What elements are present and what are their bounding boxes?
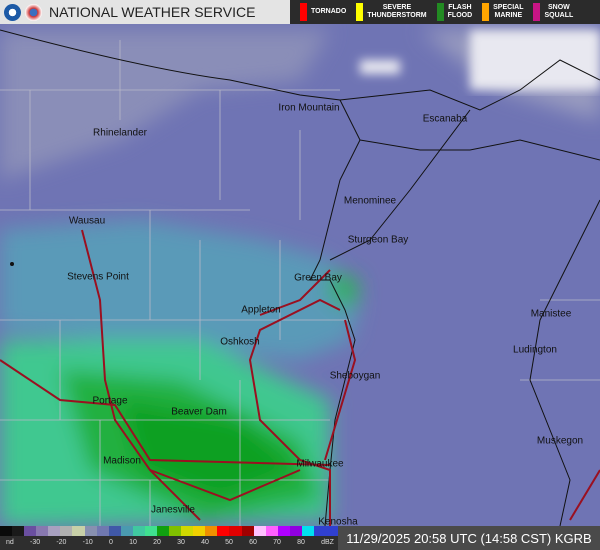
color-scale-tick: nd (6, 539, 14, 546)
warning-item: TORNADO (300, 3, 346, 21)
color-scale-bar (0, 526, 339, 536)
color-scale-swatch (314, 526, 327, 536)
color-scale-swatch (229, 526, 242, 536)
city-label: Stevens Point (67, 271, 129, 283)
color-scale-tick: 60 (249, 539, 257, 546)
city-label: Manistee (530, 308, 572, 320)
city-label: Ludington (513, 344, 557, 356)
reflectivity-legend: nd -30 -20 -10 0 10 20 30 40 50 60 70 80 dBZ (0, 526, 339, 550)
color-scale-swatch (205, 526, 218, 536)
color-scale-swatch (144, 526, 158, 536)
warning-legend: TORNADO SEVERE THUNDERSTORM FLASH FLOOD SPE… (290, 0, 600, 24)
warning-swatch (356, 3, 364, 21)
color-scale-swatch (217, 526, 230, 536)
warning-item: SPECIAL MARINE (482, 3, 523, 21)
color-scale-swatch (157, 526, 170, 536)
color-scale-tick: 40 (201, 539, 209, 546)
warning-label: SNOW SQUALL (544, 4, 574, 19)
warning-item: SEVERE THUNDERSTORM (356, 3, 427, 21)
nws-logo (25, 3, 42, 21)
city-label: Kenosha (318, 516, 358, 528)
color-scale-swatch (60, 526, 73, 536)
city-label: Sheboygan (329, 370, 381, 382)
color-scale-swatch (72, 526, 85, 536)
color-scale-swatch (12, 526, 25, 536)
warning-label: SPECIAL MARINE (493, 4, 524, 19)
color-scale-swatch (253, 526, 266, 536)
color-scale-tick: 10 (129, 539, 137, 546)
warning-swatch (436, 3, 444, 21)
light-echoes (360, 30, 600, 90)
color-scale-swatch (193, 526, 206, 536)
site-title: NATIONAL WEATHER SERVICE (49, 4, 256, 20)
radar-site-marker (10, 262, 14, 266)
color-scale-tick: 80 (297, 539, 305, 546)
radar-map[interactable] (0, 24, 600, 526)
color-scale-tick: 30 (177, 539, 185, 546)
city-label: Iron Mountain (278, 102, 340, 114)
brand: NATIONAL WEATHER SERVICE (0, 0, 290, 24)
color-scale-swatch (241, 526, 254, 536)
color-scale-tick: -20 (56, 539, 67, 546)
city-label: Menominee (343, 195, 397, 207)
color-scale-tick: -10 (82, 539, 93, 546)
color-scale-tick: 20 (153, 539, 161, 546)
color-scale-swatch (326, 526, 339, 536)
city-label: Rhinelander (93, 127, 147, 139)
color-scale-tick: 0 (108, 539, 113, 546)
color-scale-swatch (108, 526, 121, 536)
color-scale-swatch (181, 526, 194, 536)
color-scale-swatch (301, 526, 315, 536)
warning-item: SNOW SQUALL (533, 3, 573, 21)
color-scale-ticks: nd -30 -20 -10 0 10 20 30 40 50 60 70 80 dBZ (0, 536, 338, 546)
city-label: Portage (92, 395, 128, 407)
city-label: Appleton (241, 304, 281, 316)
city-label: Green Bay (294, 272, 342, 284)
color-scale-tick: dBZ (321, 539, 334, 546)
color-scale-swatch (0, 526, 13, 536)
color-scale-swatch (96, 526, 109, 536)
warning-item: FLASH FLOOD (436, 3, 473, 21)
color-scale-swatch (84, 526, 97, 536)
city-label: Escanaba (422, 113, 468, 125)
city-label: Milwaukee (296, 458, 344, 470)
color-scale-swatch (289, 526, 302, 536)
city-label: Madison (103, 455, 141, 467)
timestamp: 11/29/2025 20:58 UTC (14:58 CST) KGRB (338, 526, 600, 550)
city-label: Oshkosh (220, 336, 260, 348)
city-label: Wausau (68, 215, 106, 227)
color-scale-swatch (120, 526, 133, 536)
warning-label: FLASH FLOOD (447, 4, 473, 19)
color-scale-swatch (36, 526, 49, 536)
state-lines-and-shoreline (0, 29, 600, 526)
noaa-logo (4, 3, 21, 21)
color-scale-swatch (265, 526, 278, 536)
color-scale-swatch (132, 526, 145, 536)
city-label: Janesville (151, 504, 195, 516)
color-scale-swatch (48, 526, 61, 536)
warning-swatch (482, 3, 490, 21)
color-scale-tick: 50 (225, 539, 233, 546)
warning-label: TORNADO (311, 8, 347, 15)
county-lines (0, 40, 600, 526)
city-label: Muskegon (536, 435, 584, 447)
warning-label: SEVERE THUNDERSTORM (367, 4, 427, 19)
color-scale-tick: 70 (273, 539, 281, 546)
warning-swatch (300, 3, 307, 21)
color-scale-swatch (24, 526, 37, 536)
city-label: Sturgeon Bay (347, 234, 409, 246)
color-scale-swatch (169, 526, 182, 536)
interstate-highways (0, 229, 600, 526)
city-label: Beaver Dam (171, 406, 227, 418)
header: NATIONAL WEATHER SERVICE TORNADO SEVERE T… (0, 0, 600, 24)
color-scale-tick: -30 (30, 539, 41, 546)
warning-swatch (533, 3, 541, 21)
color-scale-swatch (277, 526, 290, 536)
